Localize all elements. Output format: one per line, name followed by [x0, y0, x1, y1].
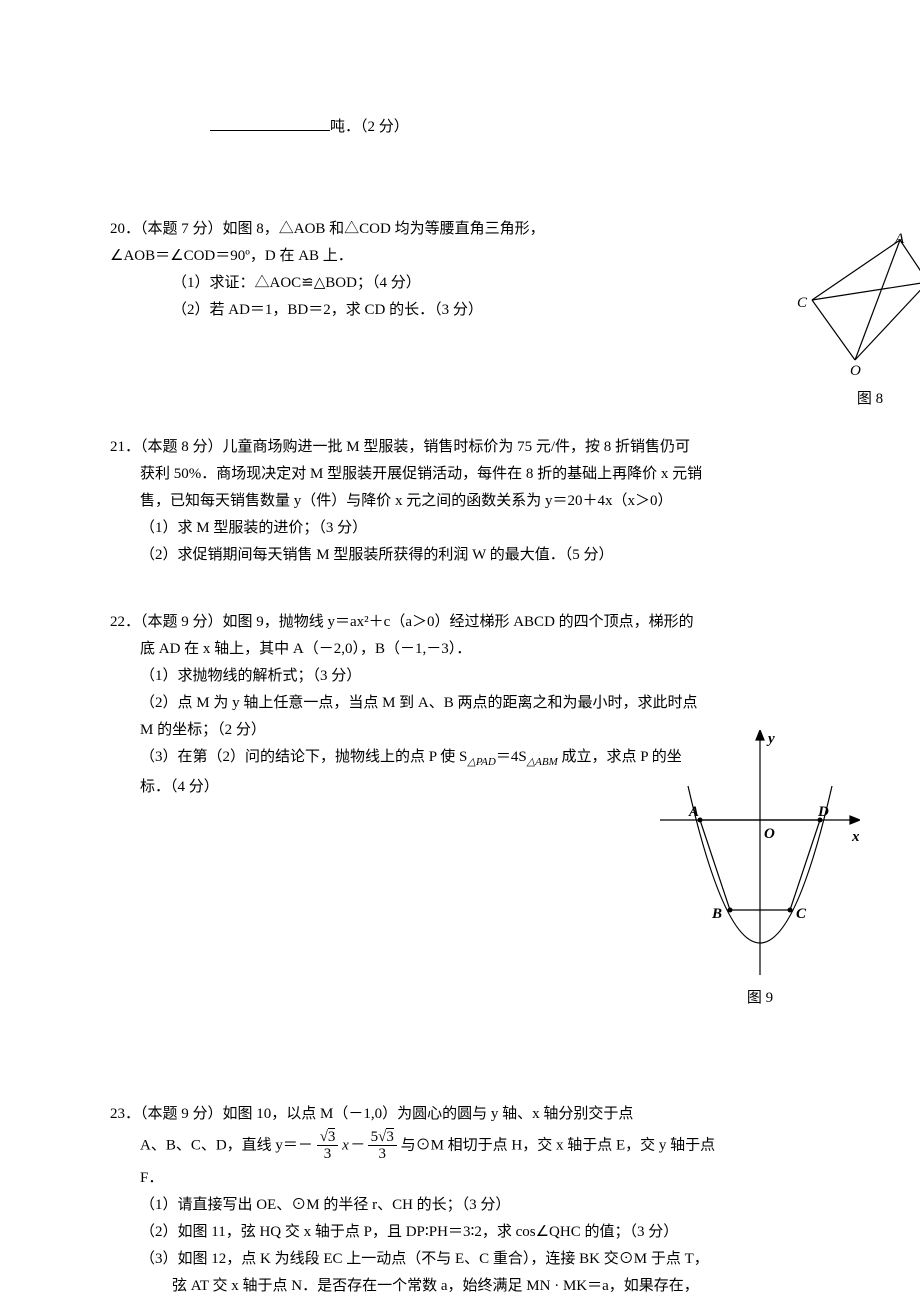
p22-header: 22．（本题 9 分）如图 9，抛物线 y＝ax²＋c（a＞0）经过梯形 ABC… — [110, 610, 820, 634]
p22-sub3a-mid: ＝4S — [496, 749, 527, 765]
p22-sub1: （1）求抛物线的解析式；（3 分） — [140, 664, 820, 688]
p21-header: 21．（本题 8 分）儿童商场购进一批 M 型服装，销售时标价为 75 元/件，… — [110, 435, 820, 459]
p20-header: 20．（本题 7 分）如图 8，△AOB 和△COD 均为等腰直角三角形， — [110, 217, 820, 241]
fig9-label-y: y — [768, 727, 775, 751]
p23-line2: A、B、C、D，直线 y＝－ √3 3 x－ 5√3 3 与⊙M 相切于点 H，… — [140, 1129, 820, 1163]
fig9-label-D: D — [818, 800, 829, 824]
blank-underline — [210, 130, 330, 131]
blank-fill-line: 吨．（2 分） — [140, 115, 820, 139]
p23-header: 23．（本题 9 分）如图 10，以点 M（－1,0）为圆心的圆与 y 轴、x … — [110, 1102, 820, 1126]
p23-sub3b: 弦 AT 交 x 轴于点 N．是否存在一个常数 a，始终满足 MN · MK＝a… — [172, 1274, 820, 1298]
p20-line2: ∠AOB＝∠COD＝90º，D 在 AB 上． — [110, 244, 820, 268]
frac1-num: √3 — [317, 1129, 339, 1147]
frac2-num: 5√3 — [368, 1129, 397, 1147]
fig9-caption: 图 9 — [660, 986, 860, 1010]
p21-line2: 获利 50%．商场现决定对 M 型服装开展促销活动，每件在 8 折的基础上再降价… — [140, 462, 820, 486]
fig9-svg — [660, 730, 860, 980]
p23-line2c: 与⊙M 相切于点 H，交 x 轴于点 E，交 y 轴于点 — [401, 1137, 716, 1153]
problem-23: 23．（本题 9 分）如图 10，以点 M（－1,0）为圆心的圆与 y 轴、x … — [140, 1102, 820, 1298]
figure-9: y x O A D B C 图 9 — [660, 730, 860, 1010]
fig9-label-O: O — [764, 822, 775, 846]
blank-suffix: 吨．（2 分） — [330, 119, 409, 135]
p22-line2: 底 AD 在 x 轴上，其中 A（－2,0），B（－1,－3）． — [140, 637, 820, 661]
p23-line2b: x－ — [342, 1137, 364, 1153]
p23-sub1: （1）请直接写出 OE、⊙M 的半径 r、CH 的长；（3 分） — [140, 1193, 820, 1217]
p21-sub1: （1）求 M 型服装的进价；（3 分） — [140, 516, 820, 540]
p21-sub2: （2）求促销期间每天销售 M 型服装所获得的利润 W 的最大值．（5 分） — [140, 543, 820, 567]
p23-line2a: A、B、C、D，直线 y＝－ — [140, 1137, 313, 1153]
figure-8: A D C O 图 8 — [800, 235, 920, 411]
p22-sub3a-pad: △PAD — [467, 756, 495, 768]
frac2-den: 3 — [368, 1146, 397, 1163]
frac1-den: 3 — [317, 1146, 339, 1163]
p21-line3: 售，已知每天销售数量 y（件）与降价 x 元之间的函数关系为 y＝20＋4x（x… — [140, 489, 820, 513]
frac1: √3 3 — [317, 1129, 339, 1163]
p23-line3: F． — [140, 1166, 820, 1190]
fig8-label-A: A — [895, 227, 904, 251]
p22-sub3a: （3）在第（2）问的结论下，抛物线上的点 P 使 S — [140, 749, 467, 765]
fig8-svg — [800, 235, 920, 375]
frac2: 5√3 3 — [368, 1129, 397, 1163]
problem-20: 20．（本题 7 分）如图 8，△AOB 和△COD 均为等腰直角三角形， ∠A… — [140, 217, 820, 322]
fig8-caption: 图 8 — [800, 387, 920, 411]
p22-sub2a: （2）点 M 为 y 轴上任意一点，当点 M 到 A、B 两点的距离之和为最小时… — [140, 691, 820, 715]
p22-sub3a-abm: △ABM — [527, 756, 558, 768]
fig8-label-O: O — [850, 359, 861, 383]
fig9-label-x: x — [852, 825, 860, 849]
problem-21: 21．（本题 8 分）儿童商场购进一批 M 型服装，销售时标价为 75 元/件，… — [140, 435, 820, 567]
p23-sub2: （2）如图 11，弦 HQ 交 x 轴于点 P，且 DP∶PH＝3∶2，求 co… — [140, 1220, 820, 1244]
p23-sub3a: （3）如图 12，点 K 为线段 EC 上一动点（不与 E、C 重合），连接 B… — [140, 1247, 820, 1271]
fig9-label-B: B — [712, 902, 722, 926]
fig9-label-A: A — [689, 800, 699, 824]
p20-sub1: （1）求证：△AOC≌△BOD；（4 分） — [172, 271, 820, 295]
p20-sub2: （2）若 AD＝1，BD＝2，求 CD 的长．（3 分） — [172, 298, 820, 322]
fig9-label-C: C — [796, 902, 806, 926]
fig8-label-C: C — [797, 291, 807, 315]
